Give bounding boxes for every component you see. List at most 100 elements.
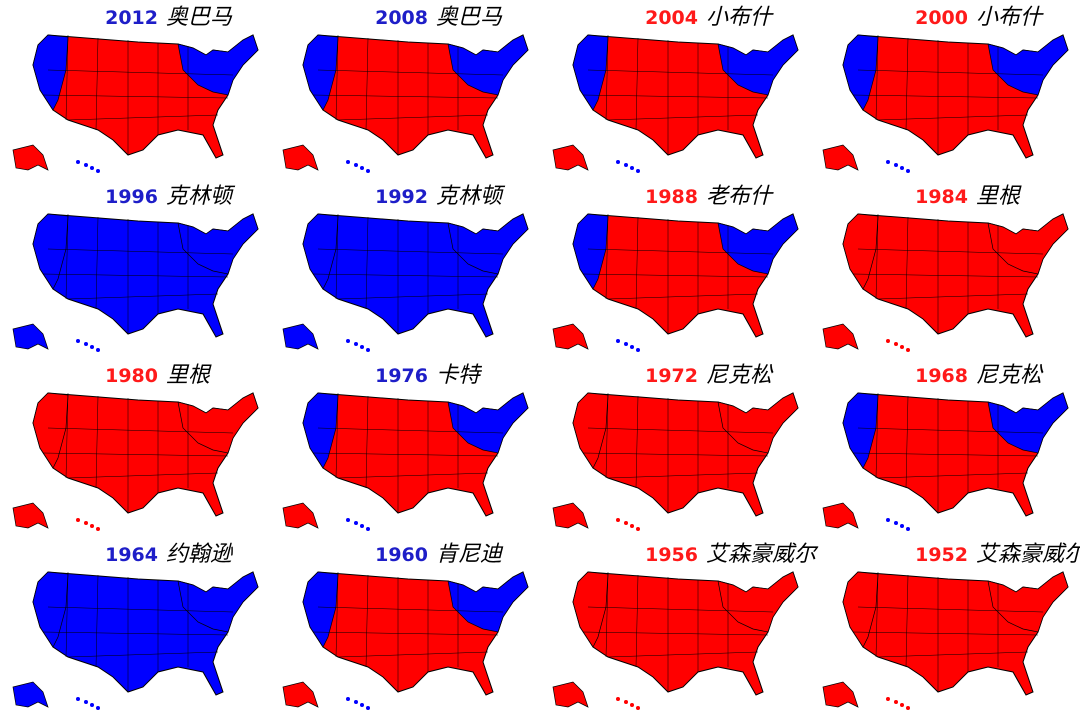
us-map <box>282 213 529 352</box>
state-lines <box>582 571 774 692</box>
northeast <box>447 34 529 96</box>
alaska <box>822 323 859 350</box>
hawaii <box>616 697 620 701</box>
hawaii <box>360 703 364 707</box>
state-lines <box>42 34 234 155</box>
map-cell: 2008 奥巴马 <box>282 5 529 173</box>
hawaii <box>96 706 100 710</box>
us-map <box>822 392 1069 531</box>
hawaii <box>346 339 350 343</box>
winner-name: 里根 <box>976 184 1022 209</box>
hawaii <box>346 518 350 522</box>
northeast <box>717 392 799 454</box>
northeast <box>717 571 799 633</box>
hawaii <box>886 518 890 522</box>
year-label: 1980 <box>105 365 158 387</box>
west-coast <box>302 213 339 290</box>
alaska <box>552 681 589 708</box>
northeast <box>717 213 799 275</box>
hawaii <box>366 706 370 710</box>
hawaii <box>616 160 620 164</box>
hawaii <box>84 163 88 167</box>
hawaii <box>96 527 100 531</box>
hawaii <box>900 524 904 528</box>
west-coast <box>842 392 879 469</box>
hawaii <box>906 706 910 710</box>
northeast <box>987 571 1069 633</box>
winner-name: 小布什 <box>706 5 774 30</box>
map-cell: 1988 老布什 <box>552 184 799 352</box>
alaska <box>822 681 859 708</box>
hawaii <box>900 345 904 349</box>
west-coast <box>842 213 879 290</box>
us-map <box>552 571 799 710</box>
map-cell: 2012 奥巴马 <box>12 5 259 173</box>
year-label: 1992 <box>375 186 428 208</box>
hawaii <box>96 169 100 173</box>
winner-name: 小布什 <box>976 5 1044 30</box>
state-lines <box>42 571 234 692</box>
year-label: 1988 <box>645 186 698 208</box>
us-map <box>822 571 1069 710</box>
map-cell: 1976 卡特 <box>282 363 529 531</box>
state-lines <box>852 34 1044 155</box>
northeast <box>447 571 529 633</box>
hawaii <box>90 524 94 528</box>
hawaii <box>906 169 910 173</box>
year-label: 2008 <box>375 7 428 29</box>
hawaii <box>906 527 910 531</box>
us-map <box>282 392 529 531</box>
hawaii <box>624 163 628 167</box>
state-lines <box>312 571 504 692</box>
hawaii <box>76 697 80 701</box>
hawaii <box>366 169 370 173</box>
us-map <box>282 34 529 173</box>
map-cell: 1952 艾森豪威尔 <box>822 542 1080 710</box>
map-cell: 1984 里根 <box>822 184 1069 352</box>
winner-name: 尼克松 <box>706 363 774 388</box>
hawaii <box>636 169 640 173</box>
year-label: 2000 <box>915 7 968 29</box>
hawaii <box>84 700 88 704</box>
hawaii <box>360 345 364 349</box>
map-cell: 2004 小布什 <box>552 5 799 173</box>
winner-name: 里根 <box>166 363 212 388</box>
state-lines <box>582 213 774 334</box>
us-map <box>552 213 799 352</box>
alaska <box>12 681 49 708</box>
hawaii <box>76 518 80 522</box>
us-map <box>822 213 1069 352</box>
hawaii <box>894 342 898 346</box>
hawaii <box>616 518 620 522</box>
west-coast <box>572 213 609 290</box>
alaska <box>552 502 589 529</box>
hawaii <box>624 342 628 346</box>
hawaii <box>886 160 890 164</box>
west-coast <box>32 571 69 648</box>
west-coast <box>32 392 69 469</box>
state-lines <box>312 392 504 513</box>
hawaii <box>894 700 898 704</box>
northeast <box>177 34 259 96</box>
map-cell: 1956 艾森豪威尔 <box>552 542 819 710</box>
map-cell: 1996 克林顿 <box>12 184 259 352</box>
alaska <box>12 502 49 529</box>
hawaii <box>84 521 88 525</box>
hawaii <box>90 345 94 349</box>
alaska <box>822 502 859 529</box>
hawaii <box>76 160 80 164</box>
year-label: 1956 <box>645 544 698 566</box>
hawaii <box>354 342 358 346</box>
hawaii <box>894 163 898 167</box>
hawaii <box>886 339 890 343</box>
hawaii <box>360 524 364 528</box>
winner-name: 约翰逊 <box>166 542 233 567</box>
west-coast <box>572 34 609 111</box>
alaska <box>12 144 49 171</box>
hawaii <box>900 166 904 170</box>
alaska <box>822 144 859 171</box>
west-coast <box>32 213 69 290</box>
year-label: 1968 <box>915 365 968 387</box>
winner-name: 克林顿 <box>166 184 236 209</box>
